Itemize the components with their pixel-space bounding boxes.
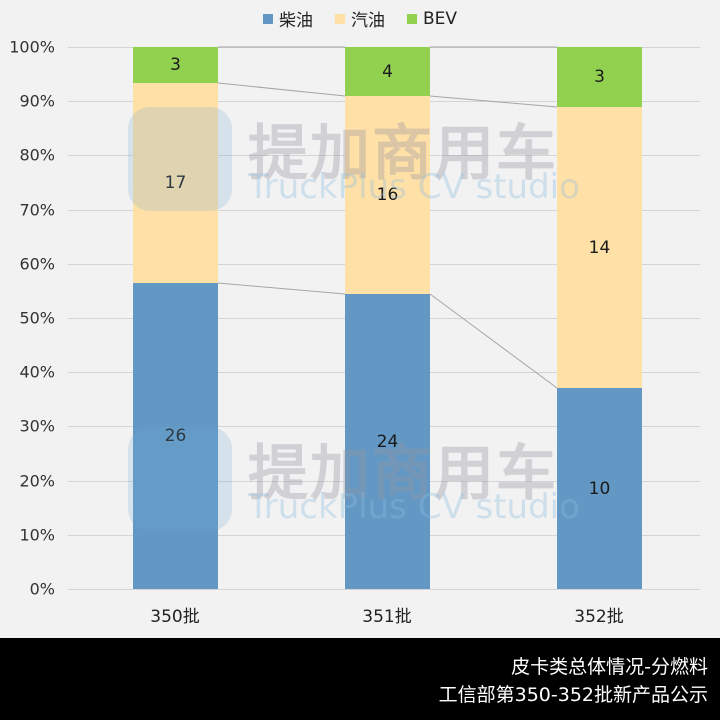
bar-segment-bev: 4	[345, 47, 430, 96]
legend-label: 汽油	[350, 11, 385, 31]
bar-segment-diesel: 10	[557, 388, 642, 589]
legend-item-diesel: 柴油	[262, 6, 313, 31]
bar-segment-gasoline: 16	[345, 96, 430, 294]
legend-swatch-bev	[406, 13, 417, 24]
y-tick-label: 90%	[19, 91, 55, 111]
y-tick-label: 50%	[19, 308, 55, 328]
data-label: 3	[594, 67, 605, 87]
bar-segment-bev: 3	[557, 47, 642, 107]
y-tick-label: 10%	[19, 525, 55, 545]
data-label: 4	[382, 61, 393, 82]
chart-legend: 柴油 汽油 BEV	[0, 6, 720, 31]
bar-350: 3 17 26	[133, 47, 218, 589]
bar-segment-gasoline: 14	[557, 107, 642, 388]
legend-label: BEV	[422, 8, 458, 29]
legend-swatch-gasoline	[334, 13, 345, 24]
y-tick-label: 80%	[19, 145, 55, 165]
data-label: 24	[376, 431, 399, 452]
legend-swatch-diesel	[262, 13, 273, 24]
legend-item-gasoline: 汽油	[334, 6, 385, 31]
legend-item-bev: BEV	[406, 6, 458, 31]
legend-label: 柴油	[278, 11, 313, 31]
y-tick-label: 100%	[9, 37, 55, 57]
footer-caption: 皮卡类总体情况-分燃料 工信部第350-352批新产品公示	[0, 638, 720, 720]
bar-351: 4 16 24	[345, 47, 430, 589]
y-tick-label: 60%	[19, 254, 55, 274]
y-tick-label: 40%	[19, 362, 55, 382]
x-tick-label: 352批	[574, 607, 624, 627]
data-label: 16	[376, 185, 399, 205]
y-tick-label: 0%	[29, 579, 55, 599]
data-label: 17	[164, 173, 187, 193]
series-connector-lines	[217, 46, 558, 389]
bar-segment-gasoline: 17	[133, 83, 218, 283]
x-axis-line	[68, 589, 700, 590]
y-tick-label: 70%	[19, 200, 55, 220]
bar-segment-bev: 3	[133, 47, 218, 83]
caption-title: 皮卡类总体情况-分燃料	[511, 656, 708, 678]
chart-plot-area: 柴油 汽油 BEV 100% 90% 80% 70% 60% 50% 40% 3…	[0, 6, 720, 627]
data-label: 14	[588, 237, 611, 258]
x-tick-label: 351批	[362, 607, 412, 627]
bar-segment-diesel: 24	[345, 294, 430, 589]
data-label: 10	[588, 478, 611, 499]
bar-segment-diesel: 26	[133, 283, 218, 589]
data-label: 26	[164, 426, 187, 446]
bar-352: 3 14 10	[557, 47, 642, 589]
data-label: 3	[170, 55, 181, 75]
y-tick-label: 20%	[19, 471, 55, 491]
caption-subtitle: 工信部第350-352批新产品公示	[438, 684, 708, 706]
y-tick-label: 30%	[19, 416, 55, 436]
x-tick-label: 350批	[150, 607, 200, 627]
